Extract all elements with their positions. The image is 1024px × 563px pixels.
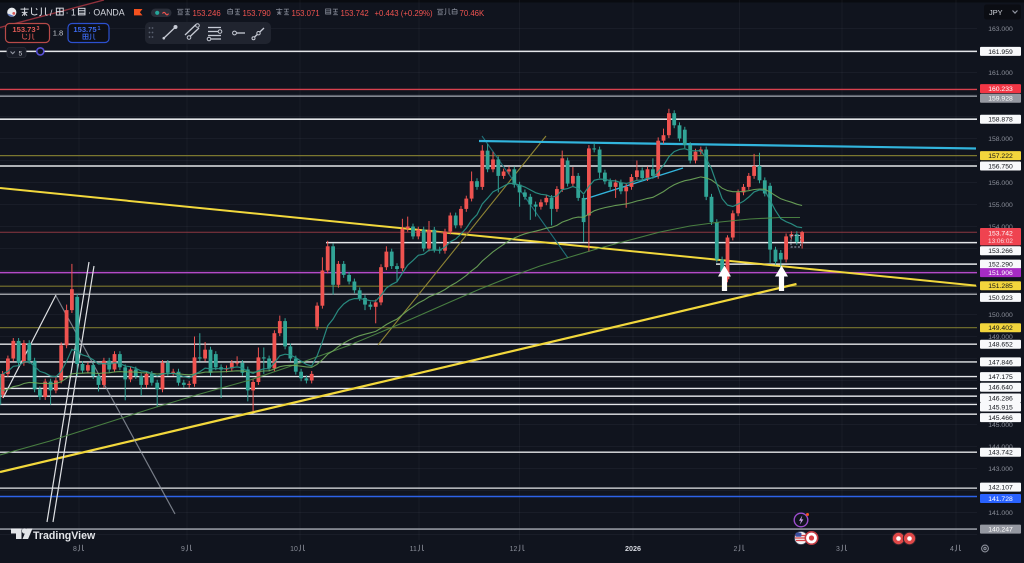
svg-text:9: 9 — [181, 546, 185, 553]
svg-text:153.742: 153.742 — [988, 230, 1013, 237]
svg-text:143.742: 143.742 — [988, 450, 1013, 457]
svg-text:147.175: 147.175 — [988, 374, 1013, 381]
svg-text:151.906: 151.906 — [988, 270, 1013, 277]
svg-text:141.000: 141.000 — [988, 510, 1013, 517]
svg-text:11: 11 — [410, 546, 417, 553]
svg-text:150.923: 150.923 — [988, 295, 1013, 302]
svg-text:150.000: 150.000 — [988, 312, 1013, 319]
svg-text:161.000: 161.000 — [988, 70, 1013, 77]
svg-text:1: 1 — [98, 26, 101, 32]
svg-text:154.000: 154.000 — [988, 224, 1013, 231]
svg-text:146.640: 146.640 — [988, 385, 1013, 392]
svg-text:153.75: 153.75 — [73, 25, 97, 34]
svg-text:159.928: 159.928 — [988, 96, 1013, 103]
svg-text:148.652: 148.652 — [988, 342, 1013, 349]
svg-text:160.233: 160.233 — [988, 86, 1013, 93]
svg-text:146.286: 146.286 — [988, 395, 1013, 402]
svg-text:141.728: 141.728 — [988, 496, 1013, 503]
svg-text:1.8: 1.8 — [53, 29, 64, 38]
svg-text:144.000: 144.000 — [988, 444, 1013, 451]
svg-text:156.750: 156.750 — [988, 163, 1013, 170]
svg-text:163.000: 163.000 — [988, 26, 1013, 33]
svg-text:145.915: 145.915 — [988, 404, 1013, 411]
svg-text:4: 4 — [950, 546, 954, 553]
svg-text:12: 12 — [510, 546, 518, 553]
svg-text:156.000: 156.000 — [988, 180, 1013, 187]
svg-text:2026: 2026 — [625, 544, 641, 553]
svg-text:158.878: 158.878 — [988, 117, 1013, 124]
svg-text:152.290: 152.290 — [988, 262, 1013, 269]
svg-text:149.000: 149.000 — [988, 334, 1013, 341]
svg-text:10: 10 — [290, 546, 298, 553]
svg-text:TradingView: TradingView — [33, 530, 96, 542]
svg-text:153.246: 153.246 — [193, 9, 221, 18]
svg-text:149.402: 149.402 — [988, 325, 1013, 332]
svg-text:158.000: 158.000 — [988, 136, 1013, 143]
svg-text:13:06:02: 13:06:02 — [988, 238, 1013, 245]
svg-text:3: 3 — [836, 546, 840, 553]
svg-text:+0.443 (+0.29%): +0.443 (+0.29%) — [375, 9, 433, 18]
svg-text:· 1: · 1 — [66, 7, 76, 17]
svg-text:157.222: 157.222 — [988, 153, 1013, 160]
svg-text:2: 2 — [733, 546, 737, 553]
svg-text:155.000: 155.000 — [988, 202, 1013, 209]
svg-text:147.846: 147.846 — [988, 359, 1013, 366]
svg-text:151.285: 151.285 — [988, 283, 1013, 290]
svg-text:153.790: 153.790 — [243, 9, 272, 18]
svg-text:142.107: 142.107 — [988, 485, 1013, 492]
svg-text:JPY: JPY — [989, 8, 1003, 17]
svg-text:3: 3 — [37, 26, 40, 32]
svg-text:153.071: 153.071 — [292, 9, 320, 18]
svg-text:· OANDA: · OANDA — [88, 7, 125, 17]
svg-text:153.266: 153.266 — [988, 248, 1013, 255]
svg-text:140.247: 140.247 — [988, 527, 1013, 534]
svg-text:153.73: 153.73 — [12, 25, 35, 34]
svg-text:145.466: 145.466 — [988, 415, 1013, 422]
svg-text:/: / — [50, 8, 53, 19]
svg-text:5: 5 — [19, 50, 23, 57]
svg-text:143.000: 143.000 — [988, 466, 1013, 473]
svg-text:8: 8 — [73, 546, 77, 553]
svg-text:70.46K: 70.46K — [460, 9, 486, 18]
svg-text:145.000: 145.000 — [988, 422, 1013, 429]
svg-text:161.959: 161.959 — [988, 49, 1013, 56]
svg-text:153.742: 153.742 — [341, 9, 369, 18]
